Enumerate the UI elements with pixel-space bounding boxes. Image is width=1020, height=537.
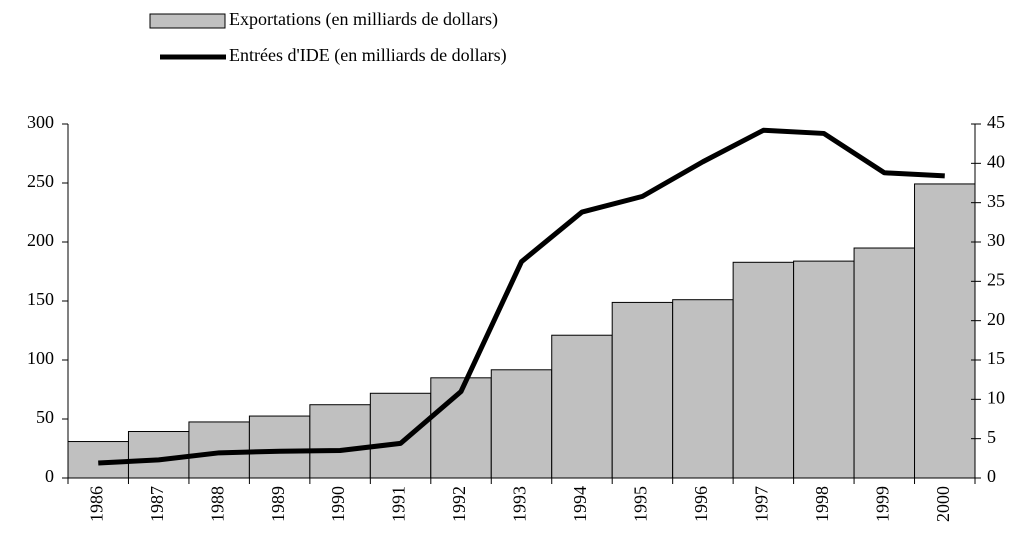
y-tick-label: 100 <box>27 348 54 368</box>
y-tick-label: 50 <box>36 407 54 427</box>
x-tick-label: 1990 <box>328 486 348 522</box>
bar <box>793 260 855 479</box>
x-tick-label: 1994 <box>570 486 590 522</box>
x-tick-label: 1989 <box>268 486 288 522</box>
x-tick-label: 1988 <box>207 486 227 522</box>
x-tick-label: 1991 <box>389 486 409 522</box>
legend-label: Entrées d'IDE (en milliards de dollars) <box>229 45 507 66</box>
bar <box>853 247 916 479</box>
x-tick-label: 1996 <box>691 486 711 522</box>
y-tick-label: 0 <box>45 466 54 486</box>
y-tick-label: 250 <box>27 171 54 191</box>
bar <box>672 299 734 479</box>
y-tick-label: 300 <box>27 112 54 132</box>
y2-tick-label: 15 <box>987 348 1005 368</box>
bar <box>551 334 613 479</box>
bar <box>369 392 432 479</box>
y2-tick-label: 30 <box>987 230 1005 250</box>
x-tick-label: 1999 <box>872 486 892 522</box>
y2-tick-label: 5 <box>987 427 996 447</box>
y2-tick-label: 40 <box>987 151 1005 171</box>
legend-label: Exportations (en milliards de dollars) <box>229 9 498 30</box>
x-tick-label: 2000 <box>933 486 953 522</box>
bar <box>611 301 674 479</box>
x-tick-label: 1987 <box>147 486 167 522</box>
y2-tick-label: 25 <box>987 269 1005 289</box>
y2-tick-label: 0 <box>987 466 996 486</box>
bar <box>309 404 371 479</box>
x-tick-label: 1998 <box>812 486 832 522</box>
bar <box>732 261 795 479</box>
x-tick-label: 1993 <box>510 486 530 522</box>
x-tick-label: 1997 <box>751 486 771 522</box>
y-tick-label: 200 <box>27 230 54 250</box>
line-series <box>98 127 945 466</box>
x-tick-label: 1995 <box>631 486 651 522</box>
x-tick-label: 1992 <box>449 486 469 522</box>
bar <box>490 369 553 479</box>
y-tick-label: 150 <box>27 289 54 309</box>
y2-tick-label: 10 <box>987 387 1005 407</box>
bar <box>248 415 311 479</box>
y2-tick-label: 35 <box>987 191 1005 211</box>
y2-tick-label: 20 <box>987 309 1005 329</box>
bar <box>914 183 976 479</box>
bar <box>127 431 190 479</box>
legend-swatch <box>149 13 226 29</box>
x-tick-label: 1986 <box>86 486 106 522</box>
y2-tick-label: 45 <box>987 112 1005 132</box>
